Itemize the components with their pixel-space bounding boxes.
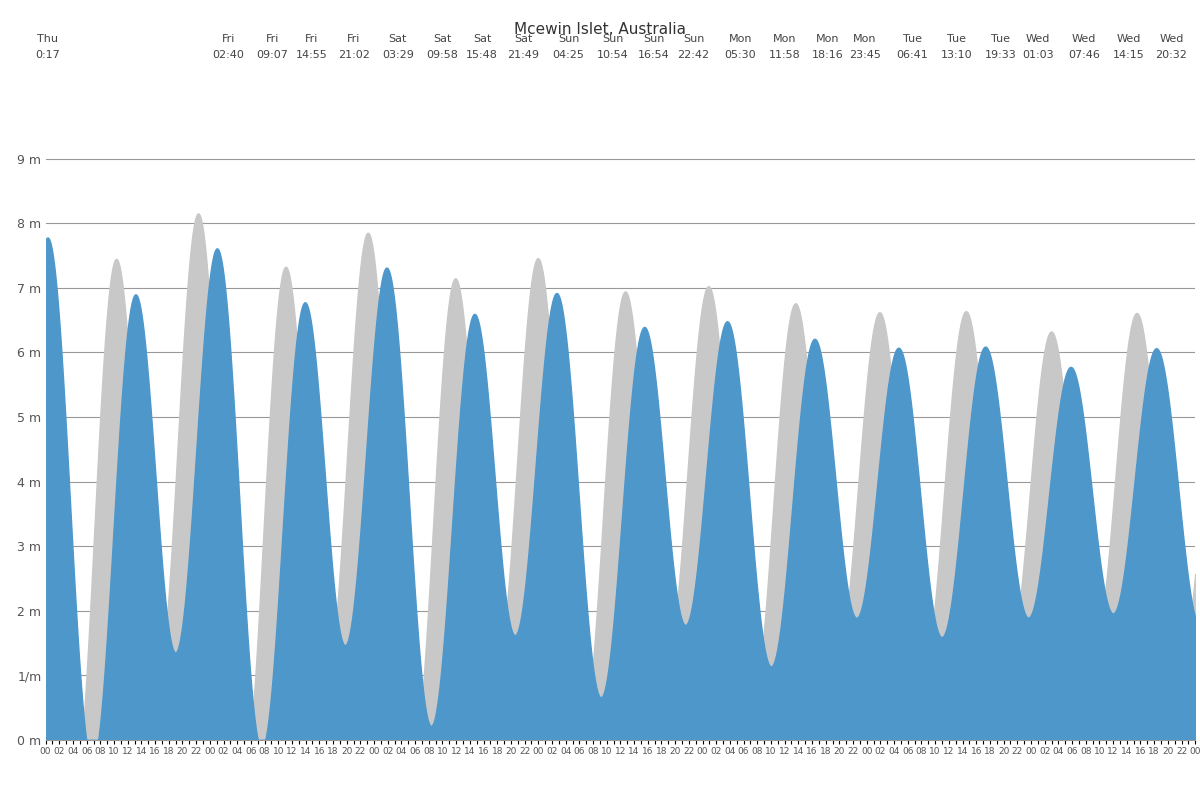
- Text: Fri: Fri: [347, 34, 360, 43]
- Text: 07:46: 07:46: [1068, 50, 1100, 60]
- Text: 09:58: 09:58: [426, 50, 458, 60]
- Text: Wed: Wed: [1026, 34, 1050, 43]
- Text: Mon: Mon: [853, 34, 877, 43]
- Text: Sun: Sun: [643, 34, 665, 43]
- Text: Mon: Mon: [773, 34, 796, 43]
- Text: Thu: Thu: [37, 34, 58, 43]
- Text: Sat: Sat: [514, 34, 533, 43]
- Text: 02:40: 02:40: [212, 50, 244, 60]
- Text: 01:03: 01:03: [1022, 50, 1054, 60]
- Text: Mon: Mon: [816, 34, 839, 43]
- Text: Wed: Wed: [1159, 34, 1183, 43]
- Text: 11:58: 11:58: [768, 50, 800, 60]
- Text: Tue: Tue: [947, 34, 966, 43]
- Text: Tue: Tue: [902, 34, 922, 43]
- Text: 13:10: 13:10: [941, 50, 973, 60]
- Text: 15:48: 15:48: [467, 50, 498, 60]
- Text: Sat: Sat: [473, 34, 491, 43]
- Text: 22:42: 22:42: [678, 50, 709, 60]
- Text: 23:45: 23:45: [850, 50, 881, 60]
- Text: 10:54: 10:54: [596, 50, 629, 60]
- Text: 19:33: 19:33: [985, 50, 1016, 60]
- Text: Tue: Tue: [991, 34, 1010, 43]
- Text: Fri: Fri: [305, 34, 319, 43]
- Text: 16:54: 16:54: [638, 50, 670, 60]
- Text: Sat: Sat: [433, 34, 451, 43]
- Text: Mon: Mon: [728, 34, 752, 43]
- Text: 14:55: 14:55: [296, 50, 328, 60]
- Text: 04:25: 04:25: [552, 50, 584, 60]
- Text: Fri: Fri: [265, 34, 278, 43]
- Text: 21:49: 21:49: [508, 50, 539, 60]
- Text: Wed: Wed: [1116, 34, 1141, 43]
- Text: 03:29: 03:29: [382, 50, 414, 60]
- Text: Sun: Sun: [683, 34, 704, 43]
- Text: 18:16: 18:16: [811, 50, 844, 60]
- Text: 0:17: 0:17: [35, 50, 60, 60]
- Text: 21:02: 21:02: [337, 50, 370, 60]
- Text: Fri: Fri: [222, 34, 235, 43]
- Text: 20:32: 20:32: [1156, 50, 1187, 60]
- Text: 14:15: 14:15: [1112, 50, 1145, 60]
- Text: Sat: Sat: [389, 34, 407, 43]
- Text: 09:07: 09:07: [257, 50, 288, 60]
- Text: Sun: Sun: [558, 34, 580, 43]
- Text: 05:30: 05:30: [725, 50, 756, 60]
- Text: Sun: Sun: [602, 34, 624, 43]
- Text: Mcewin Islet, Australia: Mcewin Islet, Australia: [514, 22, 686, 38]
- Text: 06:41: 06:41: [896, 50, 929, 60]
- Text: Wed: Wed: [1072, 34, 1097, 43]
